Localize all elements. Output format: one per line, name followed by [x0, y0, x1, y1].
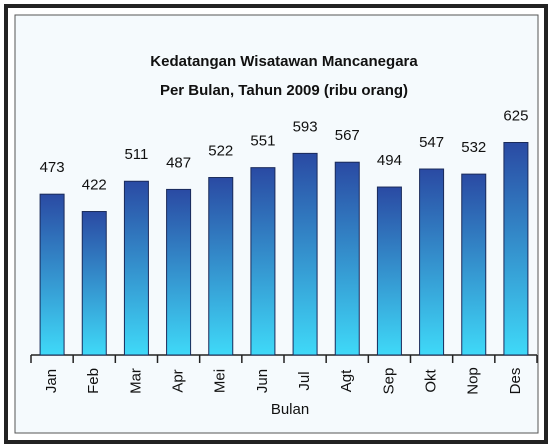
data-label: 625	[503, 107, 528, 124]
bar	[39, 193, 65, 356]
x-tick-label: Des	[507, 368, 524, 395]
bar	[123, 180, 149, 356]
data-label: 532	[461, 139, 486, 156]
bar	[419, 168, 445, 356]
x-tick-label: Jun	[254, 369, 271, 393]
x-tick-label: Sep	[380, 368, 397, 395]
x-tick-label: Feb	[85, 368, 102, 394]
data-label: 593	[293, 118, 318, 135]
x-tick-label: Mei	[212, 369, 229, 393]
bar	[461, 173, 487, 356]
x-tick-label: Nop	[465, 367, 482, 395]
x-tick-label: Apr	[170, 369, 187, 392]
data-label: 422	[82, 176, 107, 193]
x-tick-label: Jan	[43, 369, 60, 393]
bar	[208, 177, 234, 356]
x-axis-label: Bulan	[271, 401, 309, 418]
data-label: 547	[419, 134, 444, 151]
data-label: 567	[335, 127, 360, 144]
bar	[292, 152, 318, 356]
data-label: 487	[166, 154, 191, 171]
x-tick-label: Mar	[127, 368, 144, 394]
chart-title: Kedatangan Wisatawan Mancanegara	[150, 53, 418, 70]
chart-title: Per Bulan, Tahun 2009 (ribu orang)	[160, 82, 408, 99]
x-tick-label: Agt	[338, 369, 355, 392]
x-tick-label: Okt	[423, 369, 440, 393]
bar	[334, 161, 360, 356]
data-label: 522	[208, 142, 233, 159]
data-label: 473	[40, 159, 65, 176]
bar	[376, 186, 402, 356]
bar	[166, 188, 192, 356]
data-label: 494	[377, 152, 402, 169]
data-label: 511	[124, 146, 148, 163]
bar	[250, 167, 276, 356]
x-tick-label: Jul	[296, 371, 313, 390]
bar	[503, 142, 529, 356]
data-label: 551	[250, 133, 275, 150]
bar	[81, 211, 107, 356]
